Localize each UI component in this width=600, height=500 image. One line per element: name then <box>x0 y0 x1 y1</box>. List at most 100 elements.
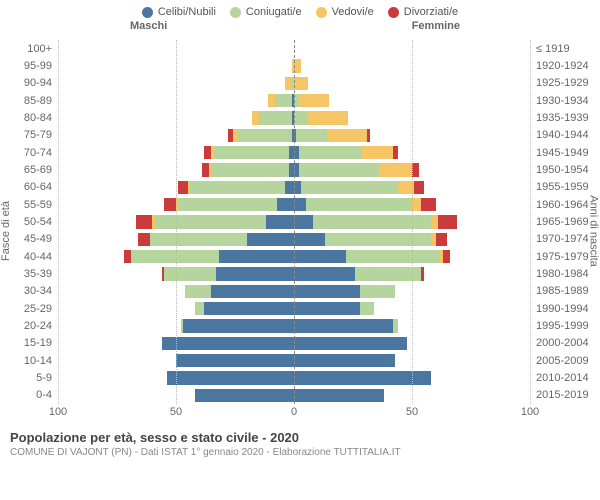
caption: Popolazione per età, sesso e stato civil… <box>0 426 600 458</box>
bar-segment <box>443 250 450 263</box>
top-headers: Maschi Femmine <box>0 20 600 36</box>
x-tick-label: 100 <box>49 406 67 418</box>
bar-segment <box>431 215 438 228</box>
bar-male <box>252 111 294 124</box>
legend-swatch <box>142 7 153 18</box>
bar-segment <box>294 302 360 315</box>
birth-label: 2010-2014 <box>536 372 596 384</box>
bar-segment <box>259 111 292 124</box>
birth-label: 1945-1949 <box>536 147 596 159</box>
bar-segment <box>138 233 150 246</box>
bar-female <box>294 233 447 246</box>
bar-female <box>294 337 407 350</box>
bar-segment <box>360 302 374 315</box>
bar-segment <box>294 59 301 72</box>
birth-label: 1950-1954 <box>536 164 596 176</box>
bar-segment <box>296 129 327 142</box>
legend-item: Celibi/Nubili <box>142 6 216 18</box>
bar-male <box>268 94 294 107</box>
bar-female <box>294 77 308 90</box>
bar-segment <box>294 337 407 350</box>
bar-segment <box>294 233 325 246</box>
bar-segment <box>360 285 395 298</box>
bar-male <box>167 371 294 384</box>
bar-segment <box>150 233 247 246</box>
legend-item: Vedovi/e <box>316 6 374 18</box>
bar-segment <box>136 215 153 228</box>
bar-segment <box>313 215 431 228</box>
birth-label: 1965-1969 <box>536 216 596 228</box>
legend-label: Celibi/Nubili <box>158 6 216 18</box>
x-tick-label: 0 <box>291 406 297 418</box>
birth-label: 2000-2004 <box>536 337 596 349</box>
birth-label: 1940-1944 <box>536 129 596 141</box>
birth-label: 1960-1964 <box>536 199 596 211</box>
bar-segment <box>379 163 412 176</box>
bar-segment <box>294 215 313 228</box>
x-axis-labels: 10050050100 <box>58 406 530 422</box>
bar-segment <box>211 285 294 298</box>
bar-segment <box>294 77 308 90</box>
legend-item: Divorziati/e <box>388 6 458 18</box>
bar-female <box>294 215 457 228</box>
bar-male <box>136 215 294 228</box>
age-label: 95-99 <box>8 60 52 72</box>
bar-segment <box>438 215 457 228</box>
bar-segment <box>185 285 211 298</box>
bar-segment <box>421 198 435 211</box>
bar-segment <box>436 233 448 246</box>
bar-segment <box>131 250 218 263</box>
age-label: 0-4 <box>8 389 52 401</box>
birth-label: 1955-1959 <box>536 181 596 193</box>
bar-segment <box>299 146 363 159</box>
bar-segment <box>308 111 348 124</box>
birth-label: 1995-1999 <box>536 320 596 332</box>
bar-segment <box>393 319 398 332</box>
age-label: 100+ <box>8 43 52 55</box>
bar-segment <box>204 302 294 315</box>
bar-segment <box>277 198 294 211</box>
bar-segment <box>176 354 294 367</box>
age-label: 25-29 <box>8 303 52 315</box>
bar-segment <box>268 94 275 107</box>
bar-female <box>294 94 329 107</box>
age-label: 35-39 <box>8 268 52 280</box>
bar-segment <box>294 198 306 211</box>
legend-label: Divorziati/e <box>404 6 458 18</box>
bar-female <box>294 371 431 384</box>
birth-label: 1925-1929 <box>536 77 596 89</box>
bar-segment <box>162 337 294 350</box>
birth-label: 1920-1924 <box>536 60 596 72</box>
bar-male <box>228 129 294 142</box>
bar-segment <box>294 371 431 384</box>
bar-segment <box>178 198 277 211</box>
age-label: 85-89 <box>8 95 52 107</box>
bar-segment <box>275 94 292 107</box>
bar-female <box>294 389 384 402</box>
bar-segment <box>294 354 395 367</box>
bar-segment <box>325 233 431 246</box>
age-label: 5-9 <box>8 372 52 384</box>
bar-male <box>195 389 294 402</box>
bar-female <box>294 250 450 263</box>
x-tick-label: 50 <box>170 406 182 418</box>
bar-segment <box>219 250 295 263</box>
bar-segment <box>421 267 423 280</box>
header-male: Maschi <box>130 20 167 32</box>
bar-segment <box>412 198 421 211</box>
legend-label: Coniugati/e <box>246 6 302 18</box>
age-label: 45-49 <box>8 233 52 245</box>
birth-label: 2005-2009 <box>536 355 596 367</box>
birth-label: 2015-2019 <box>536 389 596 401</box>
bar-segment <box>183 319 294 332</box>
birth-label: 1930-1934 <box>536 95 596 107</box>
bar-segment <box>237 129 291 142</box>
bar-segment <box>204 146 211 159</box>
x-tick-label: 50 <box>406 406 418 418</box>
bar-segment <box>178 181 187 194</box>
bar-female <box>294 59 301 72</box>
bar-segment <box>306 198 412 211</box>
header-female: Femmine <box>412 20 460 32</box>
bar-segment <box>393 146 398 159</box>
bar-segment <box>124 250 131 263</box>
